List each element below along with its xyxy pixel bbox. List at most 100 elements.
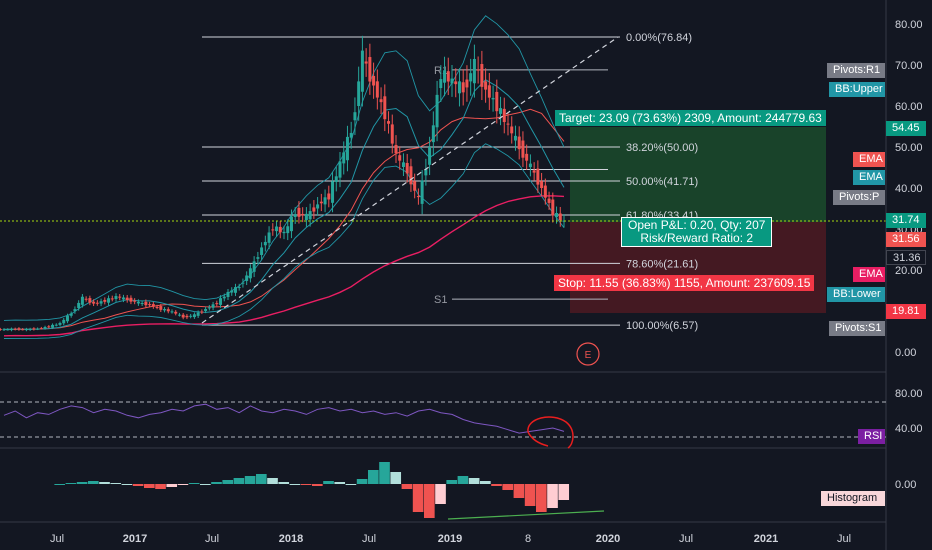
tag-bb-upper: BB:Upper bbox=[829, 82, 885, 97]
candle-body bbox=[420, 180, 424, 204]
trend-line[interactable] bbox=[201, 36, 619, 324]
candle-body bbox=[192, 314, 196, 318]
candle-body bbox=[439, 79, 443, 89]
histogram-bar bbox=[312, 484, 323, 486]
hist-tick-0: 0.00 bbox=[895, 479, 916, 491]
candle-body bbox=[92, 301, 96, 304]
target-label[interactable]: Target: 23.09 (73.63%) 2309, Amount: 244… bbox=[555, 110, 826, 126]
candle-body bbox=[0, 329, 2, 331]
target-zone[interactable] bbox=[570, 127, 826, 222]
histogram-bar bbox=[65, 483, 77, 484]
ema-20-line bbox=[3, 79, 565, 330]
candle-body bbox=[338, 161, 342, 178]
candle-body bbox=[267, 232, 271, 243]
rsi-line bbox=[3, 403, 565, 434]
candle-body bbox=[304, 213, 308, 221]
histogram-bar bbox=[558, 484, 570, 500]
candle-body bbox=[166, 309, 170, 312]
candle-body bbox=[286, 226, 290, 234]
histogram-bar bbox=[177, 484, 189, 485]
candle-body bbox=[398, 155, 402, 161]
candle-body bbox=[219, 298, 223, 305]
candle-body bbox=[450, 78, 454, 84]
stop-label[interactable]: Stop: 11.55 (36.83%) 1155, Amount: 23760… bbox=[554, 275, 815, 291]
open-pnl-label[interactable]: Open P&L: 0.20, Qty: 207 Risk/Reward Rat… bbox=[621, 217, 773, 247]
fibonacci-retracement[interactable]: 0.00%(76.84)38.20%(50.00)50.00%(41.71)61… bbox=[202, 32, 698, 332]
histogram-bar bbox=[121, 484, 133, 485]
histogram-bar bbox=[390, 472, 402, 484]
candle-body bbox=[555, 213, 559, 218]
candle-body bbox=[17, 328, 21, 330]
candle-body bbox=[95, 302, 99, 304]
tag-histogram: Histogram bbox=[821, 491, 885, 506]
candle-body bbox=[181, 314, 185, 318]
candle-body bbox=[465, 79, 469, 88]
candle-body bbox=[159, 306, 163, 310]
candle-body bbox=[502, 108, 506, 123]
fib-level-label: 50.00%(41.71) bbox=[626, 176, 698, 188]
candle-body bbox=[476, 69, 480, 71]
candle-body bbox=[69, 313, 73, 316]
candle-body bbox=[200, 311, 204, 313]
candle-body bbox=[140, 302, 144, 304]
candle-body bbox=[342, 152, 346, 164]
time-tick: Jul bbox=[50, 533, 64, 545]
candle-body bbox=[390, 124, 394, 144]
histogram-bar bbox=[446, 480, 458, 484]
candle-body bbox=[215, 303, 219, 305]
candle-body bbox=[58, 322, 62, 325]
candle-body bbox=[416, 196, 420, 198]
rsi-tick-40: 40.00 bbox=[895, 423, 923, 435]
candle-body bbox=[151, 304, 155, 307]
histogram-bar bbox=[144, 484, 155, 488]
histogram-bar bbox=[200, 484, 211, 485]
candle-body bbox=[379, 99, 383, 103]
candle-body bbox=[110, 298, 114, 300]
histogram-bar bbox=[222, 480, 234, 484]
candle-body bbox=[252, 261, 256, 272]
candle-body bbox=[47, 326, 51, 328]
candle-body bbox=[185, 315, 189, 318]
histogram-bar bbox=[54, 484, 66, 485]
divergence-line[interactable] bbox=[447, 510, 605, 520]
pnl-line-2: Risk/Reward Ratio: 2 bbox=[640, 231, 754, 245]
candle-body bbox=[372, 75, 376, 86]
candle-body bbox=[278, 226, 282, 233]
candle-body bbox=[543, 185, 547, 198]
candle-body bbox=[13, 328, 17, 330]
histogram-bar bbox=[524, 484, 536, 506]
candle-body bbox=[32, 328, 36, 330]
candle-body bbox=[528, 163, 532, 168]
candle-body bbox=[107, 298, 111, 303]
histogram-bar bbox=[99, 482, 110, 484]
histogram-bar bbox=[468, 478, 480, 484]
candle-body bbox=[413, 181, 417, 191]
candle-body bbox=[472, 58, 476, 84]
earnings-event-marker[interactable] bbox=[576, 342, 600, 366]
candle-body bbox=[424, 169, 428, 176]
fib-level-label: 78.60%(21.61) bbox=[626, 258, 698, 270]
time-tick: 2021 bbox=[754, 533, 778, 545]
price-tick: 80.00 bbox=[895, 19, 923, 31]
histogram-bar bbox=[155, 484, 166, 489]
candle-body bbox=[401, 162, 405, 167]
candle-body bbox=[454, 81, 458, 85]
tag-pivots-s1: Pivots:S1 bbox=[829, 321, 885, 336]
candle-body bbox=[282, 231, 286, 234]
histogram-bar bbox=[480, 481, 491, 484]
candle-body bbox=[6, 329, 10, 331]
candle-body bbox=[21, 329, 25, 331]
candle-body bbox=[88, 298, 92, 303]
candle-body bbox=[260, 247, 264, 255]
candle-body bbox=[204, 308, 208, 311]
candle-body bbox=[368, 57, 372, 82]
candle-body bbox=[256, 257, 260, 259]
time-axis[interactable]: Jul 2017 Jul 2018 Jul 2019 8 2020 Jul 2021 Jul bbox=[50, 533, 851, 545]
candle-body bbox=[263, 241, 267, 246]
rsi-annotation-circle[interactable] bbox=[527, 416, 574, 449]
candle-body bbox=[148, 304, 152, 306]
tag-target-price: 54.45 bbox=[886, 121, 926, 136]
tag-pivots-p: Pivots:P bbox=[833, 190, 885, 205]
candle-body bbox=[155, 306, 159, 308]
candle-body bbox=[353, 112, 357, 121]
